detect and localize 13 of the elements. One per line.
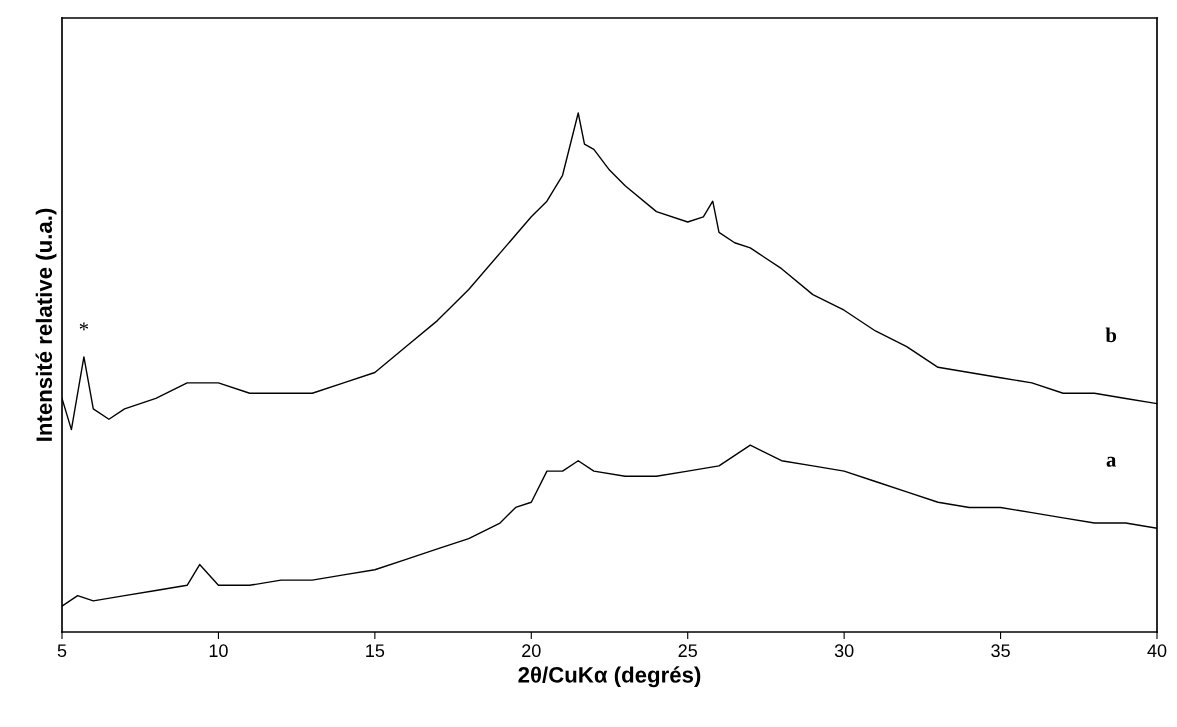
text: a (1106, 456, 1117, 467)
x-tick-label: 20 (522, 644, 541, 658)
text: b (1105, 327, 1117, 343)
x-tick-label: 15 (366, 644, 385, 658)
x-tick-label: 35 (991, 644, 1010, 658)
x-tick-label: 25 (678, 644, 697, 658)
x-axis-title: 2θ/CuKα (degrés) (518, 666, 701, 688)
x-tick-label: 40 (1147, 644, 1167, 658)
y-axis-title: Intensité relative (u.a.) (35, 208, 57, 441)
annotation: * (79, 322, 89, 331)
x-tick-label: 10 (209, 644, 228, 658)
x-tick-label: 5 (57, 644, 67, 658)
x-tick-label: 30 (834, 644, 854, 658)
